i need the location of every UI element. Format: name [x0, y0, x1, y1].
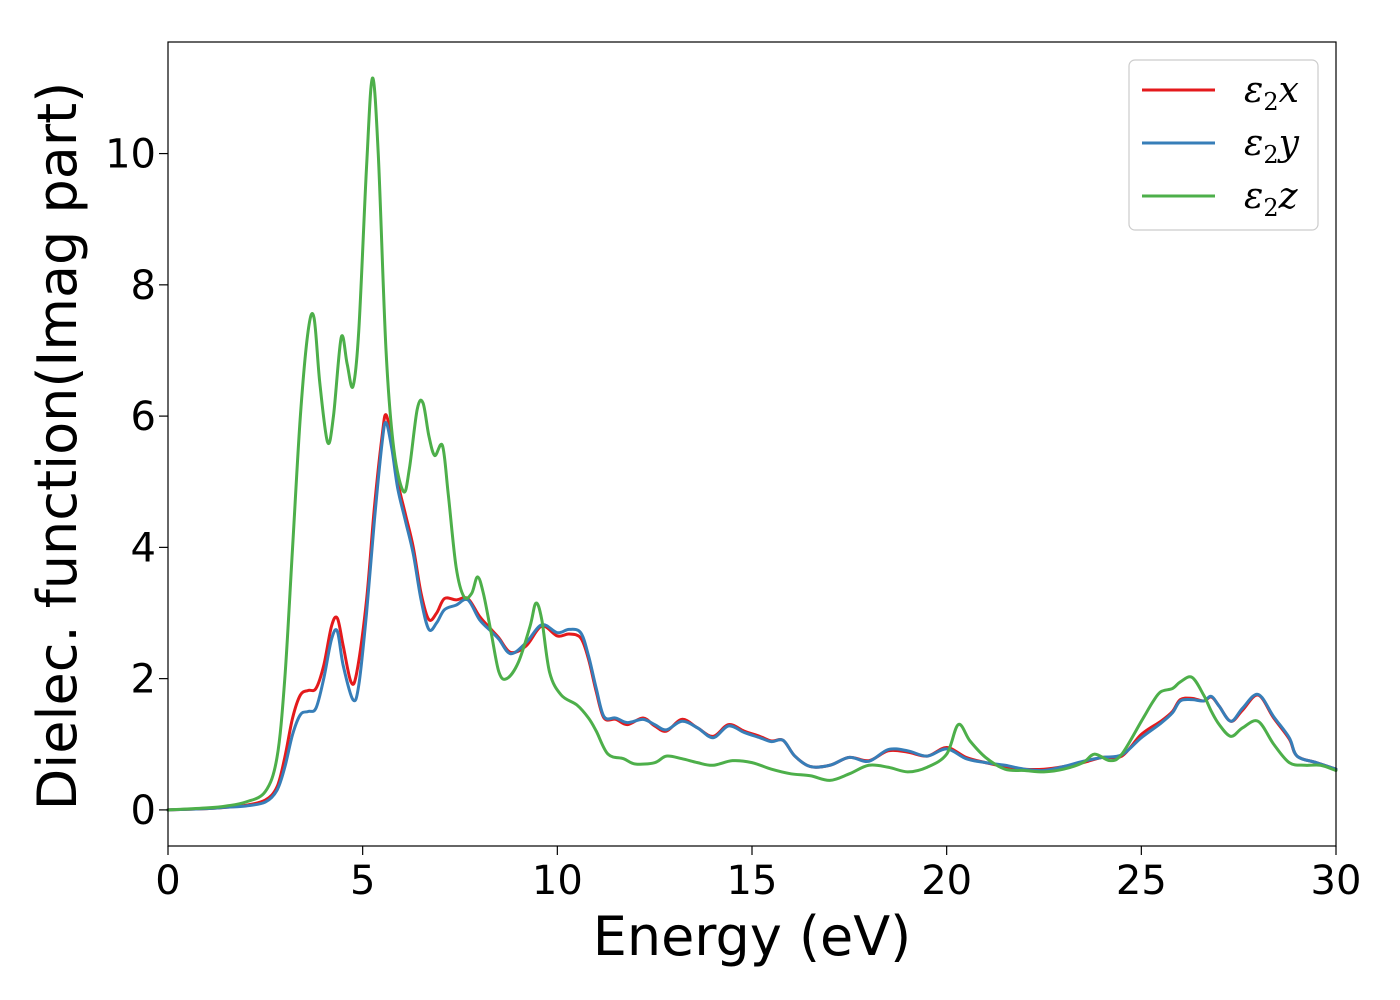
x-tick-label: 30 — [1311, 858, 1362, 904]
legend-label-y: ε2y — [1244, 123, 1300, 169]
x-axis-title: Energy (eV) — [593, 905, 912, 968]
legend-box — [1128, 59, 1319, 231]
x-tick-label: 15 — [727, 858, 778, 904]
x-tick-label: 20 — [921, 858, 972, 904]
legend-label-x: ε2x — [1244, 70, 1299, 116]
y-tick-label: 6 — [131, 394, 156, 440]
series-line-y — [166, 421, 1338, 812]
y-tick-label: 4 — [131, 525, 156, 571]
y-axis-title: Dielec. function(Imag part) — [26, 82, 89, 811]
legend: ε2x ε2y ε2z — [1128, 59, 1319, 231]
series-layer — [166, 76, 1338, 812]
x-axis: 0 5 10 15 20 25 30 — [155, 846, 1361, 904]
x-tick-label: 10 — [532, 858, 583, 904]
series-line-z — [166, 76, 1338, 812]
y-tick-label: 8 — [131, 263, 156, 309]
y-tick-label: 2 — [131, 657, 156, 703]
legend-label-z: ε2z — [1244, 176, 1299, 222]
x-tick-label: 0 — [155, 858, 180, 904]
x-tick-label: 5 — [350, 858, 375, 904]
y-axis: 0 2 4 6 8 10 — [105, 132, 168, 834]
y-tick-label: 0 — [131, 788, 156, 834]
y-tick-label: 10 — [105, 132, 156, 178]
x-tick-label: 25 — [1116, 858, 1167, 904]
